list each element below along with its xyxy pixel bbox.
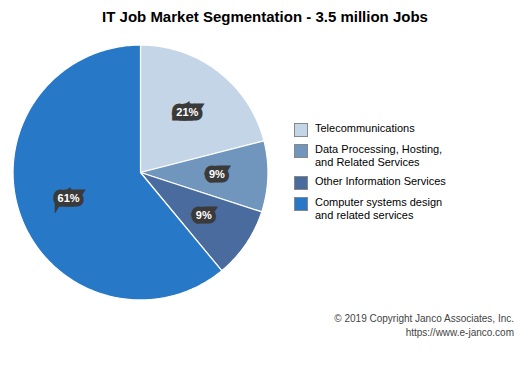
html-text:Other Information Services: Other Information Services — [315, 175, 446, 187]
html-text:Computer systems design and re: Computer systems design and related serv… — [315, 196, 443, 222]
svg-text:9%: 9% — [209, 168, 225, 180]
html-text:IT Job Market Segmentation - 3: IT Job Market Segmentation - 3.5 million… — [102, 8, 428, 25]
svg-text:61%: 61% — [58, 192, 80, 204]
html-text:© 2019 Copyright Janco Associa: © 2019 Copyright Janco Associates, Inc. — [334, 313, 514, 324]
svg-text:9%: 9% — [196, 209, 212, 221]
html-text:Telecommunications: Telecommunications — [315, 121, 415, 134]
html-text:Data Processing, Hosting, and: Data Processing, Hosting, and Related Se… — [315, 142, 443, 168]
svg-text:21%: 21% — [176, 106, 198, 118]
html-text:https://www.e-janco.com: https://www.e-janco.com — [405, 327, 514, 338]
